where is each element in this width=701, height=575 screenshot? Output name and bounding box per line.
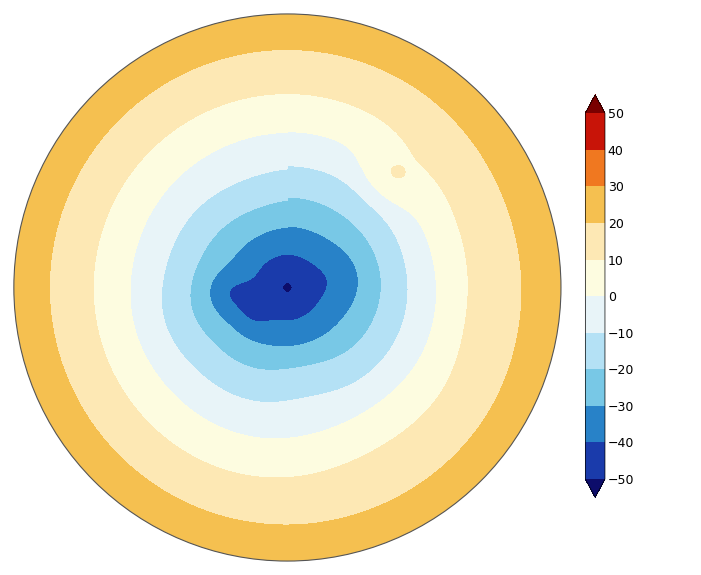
Point bbox=[282, 283, 293, 292]
Point bbox=[282, 283, 293, 292]
PathPatch shape bbox=[585, 95, 605, 113]
Point bbox=[282, 283, 293, 292]
Point bbox=[282, 283, 293, 292]
Point bbox=[282, 283, 293, 292]
Point bbox=[282, 283, 293, 292]
Point bbox=[282, 283, 293, 292]
PathPatch shape bbox=[585, 479, 605, 497]
Point bbox=[282, 283, 293, 292]
Point bbox=[282, 283, 293, 292]
Point bbox=[282, 283, 293, 292]
Point bbox=[282, 283, 293, 292]
Point bbox=[282, 283, 293, 292]
